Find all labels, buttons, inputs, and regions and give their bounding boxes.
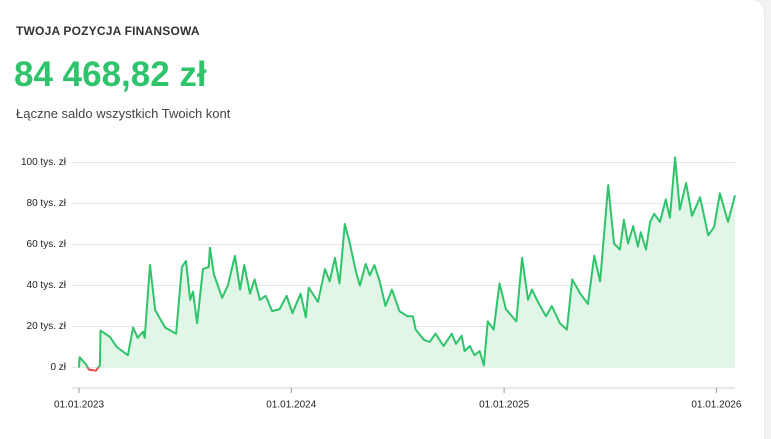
y-tick-label: 100 tys. zł <box>21 157 67 168</box>
section-label: TWOJA POZYCJA FINANSOWA <box>16 24 200 38</box>
y-tick-label: 80 tys. zł <box>27 198 67 209</box>
x-tick-label: 01.01.2024 <box>266 400 316 411</box>
y-tick-label: 60 tys. zł <box>27 239 67 250</box>
x-tick-label: 01.01.2026 <box>691 400 741 411</box>
balance-line <box>78 156 736 368</box>
y-tick-label: 40 tys. zł <box>27 280 67 291</box>
caption: Łączne saldo wszystkich Twoich kont <box>16 106 231 121</box>
y-tick-label: 0 zł <box>50 362 66 373</box>
y-tick-label: 20 tys. zł <box>27 321 67 332</box>
area <box>79 157 735 368</box>
total-amount: 84 468,82 zł <box>14 55 207 94</box>
x-tick-label: 01.01.2025 <box>479 400 529 411</box>
x-tick-label: 01.01.2023 <box>54 400 104 411</box>
